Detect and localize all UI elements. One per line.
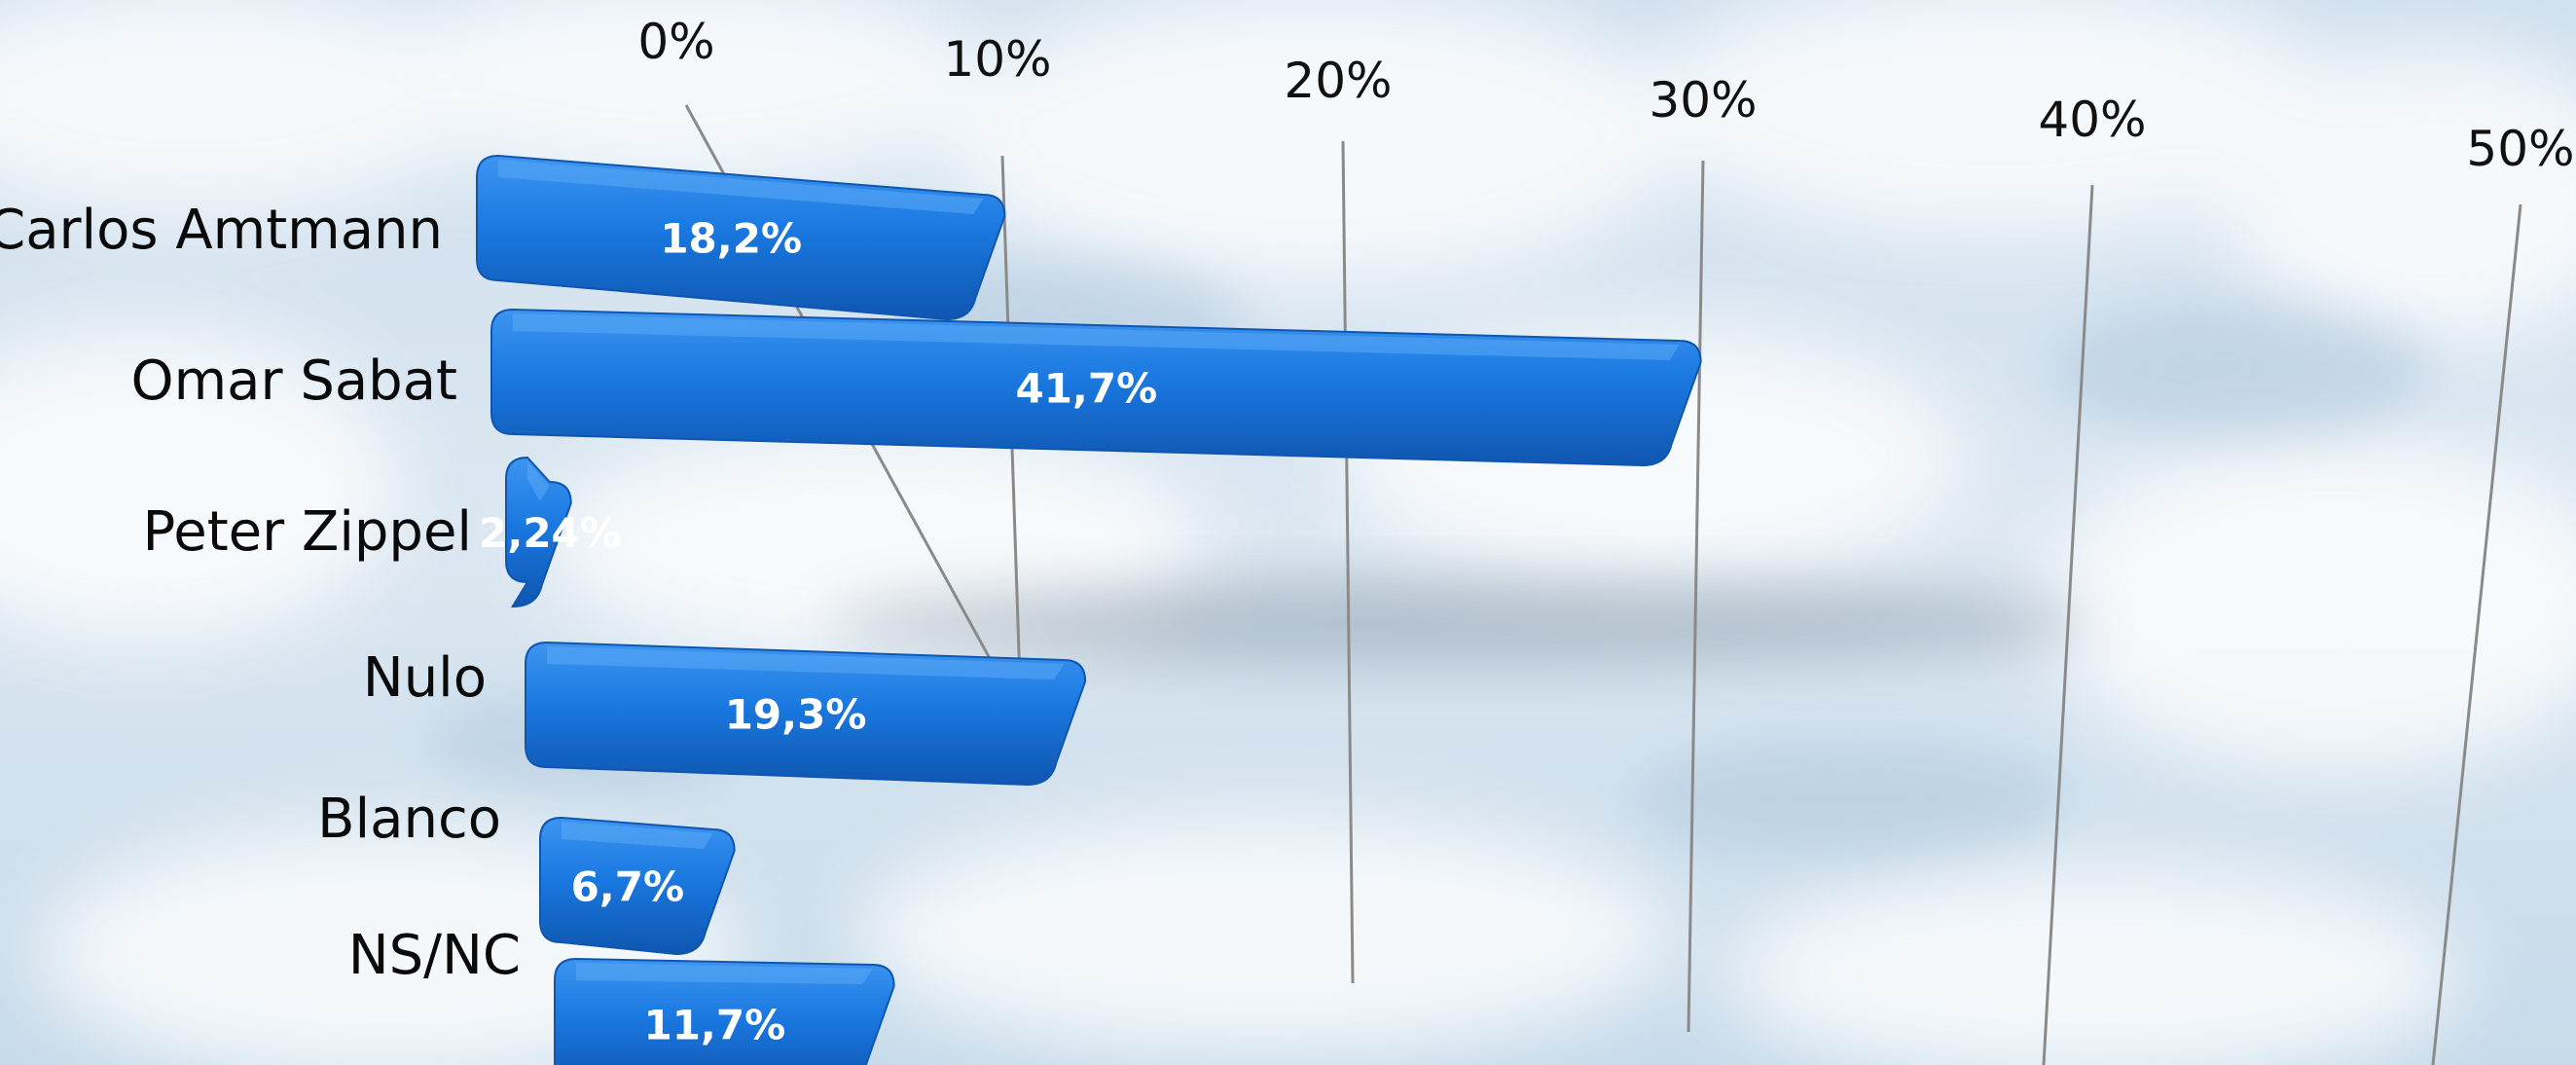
bar [539,816,736,956]
bar-highlight [513,313,1680,360]
tick-label: 50% [2466,121,2574,177]
bar [505,456,572,608]
bar [554,957,895,1065]
tick-label: 10% [943,31,1051,88]
gridline [1341,140,1355,984]
bar-highlight [576,963,873,984]
category-label: Peter Zippel [143,500,473,564]
bar [525,641,1087,787]
category-label: Carlos Amtmann [0,199,443,262]
bar-highlight [562,822,713,849]
gridline [2431,203,2522,1065]
value-label: 11,7% [643,1001,785,1048]
gridline [2042,184,2094,1065]
tick-label: 40% [2038,92,2146,148]
category-label: Nulo [363,646,487,710]
category-label: Blanco [317,788,501,851]
tick-label: 30% [1649,72,1757,129]
value-label: 19,3% [725,690,867,738]
tick-label: 20% [1284,53,1392,109]
category-label: NS/NC [348,924,521,987]
value-label: 2,24% [479,509,621,557]
bar-highlight [527,461,550,501]
value-label: 6,7% [571,863,684,910]
bars [476,154,1702,1065]
value-label: 41,7% [1015,364,1157,412]
bar-highlight [498,160,984,214]
tick-labels: 0% 10% 20% 30% 40% 50% [637,14,2574,177]
category-label: Omar Sabat [131,349,457,413]
gridline [1687,160,1705,1033]
bar-highlight [547,646,1065,679]
category-labels: Carlos Amtmann Omar Sabat Peter Zippel Nulo… [0,199,521,987]
value-labels: 18,2% 41,7% 2,24% 19,3% 6,7% 11,7% [479,214,1157,1048]
value-label: 18,2% [660,214,802,262]
tick-label: 0% [637,14,714,70]
